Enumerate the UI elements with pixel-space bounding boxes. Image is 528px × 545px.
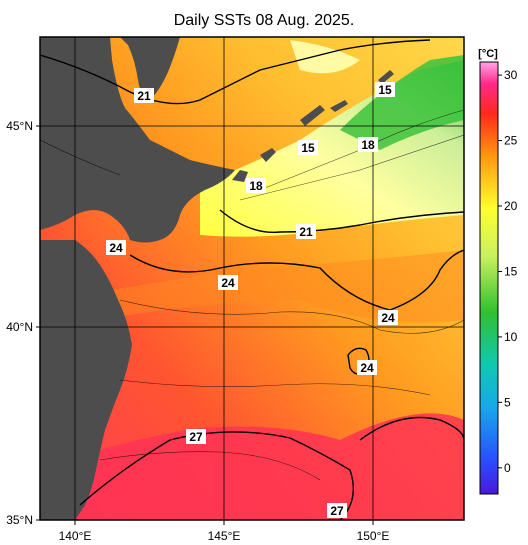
- cool-eddy: [290, 40, 360, 74]
- lat-label-45: 45°N: [6, 119, 33, 133]
- land-kurils: [232, 70, 394, 182]
- lon-label-145: 145°E: [208, 529, 241, 543]
- contour-label-27-a: 27: [189, 430, 203, 444]
- contour-label-27-b: 27: [330, 504, 344, 518]
- colorbar-tick-label: 25: [504, 134, 518, 148]
- colorbar-tick-label: 10: [504, 330, 518, 344]
- colorbar-unit: [°C]: [478, 48, 498, 60]
- lat-label-35: 35°N: [6, 513, 33, 527]
- colorbar-tick-label: 20: [504, 199, 518, 213]
- contour-label-24-c: 24: [381, 311, 395, 325]
- lon-label-150: 150°E: [357, 529, 390, 543]
- colorbar-tick-label: 0: [504, 461, 511, 475]
- contour-label-24-b: 24: [221, 276, 235, 290]
- isotherms: [40, 39, 464, 520]
- map-frame: [39, 36, 465, 521]
- axis-ticks: [36, 125, 374, 525]
- contour-label-24-d: 24: [360, 361, 374, 375]
- map-title: Daily SSTs 08 Aug. 2025.: [173, 12, 355, 29]
- land-hokkaido: [40, 37, 235, 243]
- contour-label-15-a: 15: [301, 141, 315, 155]
- contour-label-21-a: 21: [137, 89, 151, 103]
- colorbar: [479, 61, 499, 495]
- warm-band-27: [40, 413, 464, 520]
- contour-labels: 21 15 18 15 18 24 21 24 24 24 27 27: [106, 82, 398, 518]
- contour-label-15-b: 15: [378, 83, 392, 97]
- colorbar-ticks: 30 25 20 15 10 5 0: [498, 68, 518, 475]
- contour-label-24-a: 24: [109, 241, 123, 255]
- lon-label-140: 140°E: [59, 529, 92, 543]
- contour-label-18-b: 18: [249, 179, 263, 193]
- band-24: [40, 250, 464, 330]
- colorbar-tick-label: 15: [504, 264, 518, 278]
- contour-label-21-b: 21: [299, 225, 313, 239]
- colorbar-tick-label: 5: [504, 395, 511, 409]
- land-sakhalin: [120, 37, 180, 100]
- minor-isotherms: [40, 109, 464, 481]
- contour-label-18-a: 18: [361, 138, 375, 152]
- lat-label-40: 40°N: [6, 320, 33, 334]
- land-honshu: [40, 240, 132, 520]
- colorbar-tick-label: 30: [504, 68, 518, 82]
